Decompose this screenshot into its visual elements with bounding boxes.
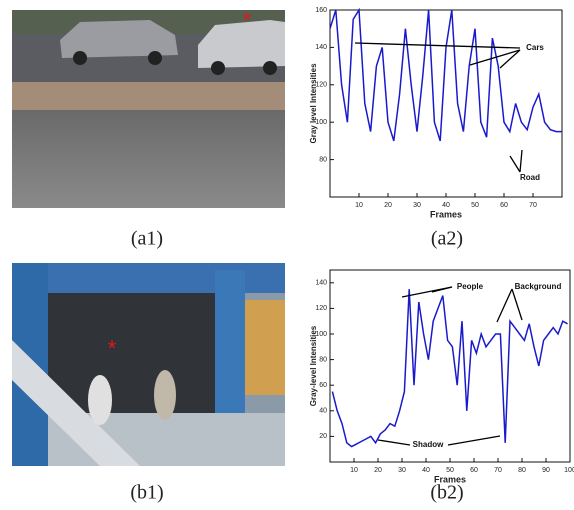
- svg-text:*: *: [108, 336, 117, 361]
- x-tick-label: 70: [494, 467, 502, 474]
- y-tick-label: 20: [319, 433, 327, 440]
- x-tick-label: 60: [470, 467, 478, 474]
- x-tick-label: 40: [422, 467, 430, 474]
- caption: (a2): [431, 228, 463, 250]
- photo-b1: *: [12, 263, 285, 466]
- annotation-arrow: [378, 440, 410, 445]
- x-tick-label: 80: [518, 467, 526, 474]
- x-tick-label: 40: [442, 202, 450, 209]
- x-tick-label: 10: [350, 467, 358, 474]
- annotation: Shadow: [413, 440, 444, 449]
- x-tick-label: 100: [564, 467, 574, 474]
- caption: (a1): [131, 228, 163, 250]
- caption: (b2): [430, 482, 463, 504]
- annotation-arrow: [497, 289, 512, 322]
- y-tick-label: 160: [315, 7, 327, 14]
- y-tick-label: 60: [319, 382, 327, 389]
- y-axis-label: Gray level Intensities: [309, 63, 318, 144]
- annotation: Road: [520, 173, 540, 182]
- data-line: [330, 10, 562, 141]
- annotation-arrow: [520, 150, 522, 172]
- y-tick-label: 140: [315, 44, 327, 51]
- x-tick-label: 30: [398, 467, 406, 474]
- x-tick-label: 50: [471, 202, 479, 209]
- caption: (b1): [130, 482, 163, 504]
- y-tick-label: 140: [315, 280, 327, 287]
- x-tick-label: 70: [529, 202, 537, 209]
- x-axis-label: Frames: [430, 209, 462, 219]
- x-tick-label: 60: [500, 202, 508, 209]
- figure-canvas: * * (a1) (a2) (b1) (b2) 80 100 120 140 160 10 20 30…: [0, 0, 574, 510]
- y-tick-label: 40: [319, 408, 327, 415]
- annotation: People: [457, 282, 484, 291]
- plot-frame: [330, 270, 570, 462]
- annotation-arrow: [510, 156, 520, 172]
- x-tick-label: 30: [413, 202, 421, 209]
- annotation-arrow: [355, 43, 520, 48]
- annotation: Background: [515, 282, 562, 291]
- data-line: [332, 289, 567, 446]
- figure: * * (a1) (a2) (b1) (b2) 80 100 120 140 160 10 20 30…: [0, 0, 574, 510]
- x-tick-label: 20: [384, 202, 392, 209]
- x-axis-label: Frames: [434, 474, 466, 484]
- svg-text:*: *: [243, 8, 252, 33]
- y-axis-label: Gray-level Intensities: [309, 325, 318, 406]
- y-tick-label: 120: [315, 305, 327, 312]
- x-tick-label: 50: [446, 467, 454, 474]
- x-tick-label: 20: [374, 467, 382, 474]
- x-tick-label: 10: [355, 202, 363, 209]
- annotation-arrow: [448, 436, 500, 445]
- x-tick-label: 90: [542, 467, 550, 474]
- photo-a1: *: [12, 8, 285, 208]
- y-tick-label: 80: [319, 156, 327, 163]
- annotation: Cars: [526, 43, 544, 52]
- annotation-arrow: [432, 287, 452, 292]
- y-tick-label: 80: [319, 356, 327, 363]
- annotation-arrow: [512, 289, 522, 320]
